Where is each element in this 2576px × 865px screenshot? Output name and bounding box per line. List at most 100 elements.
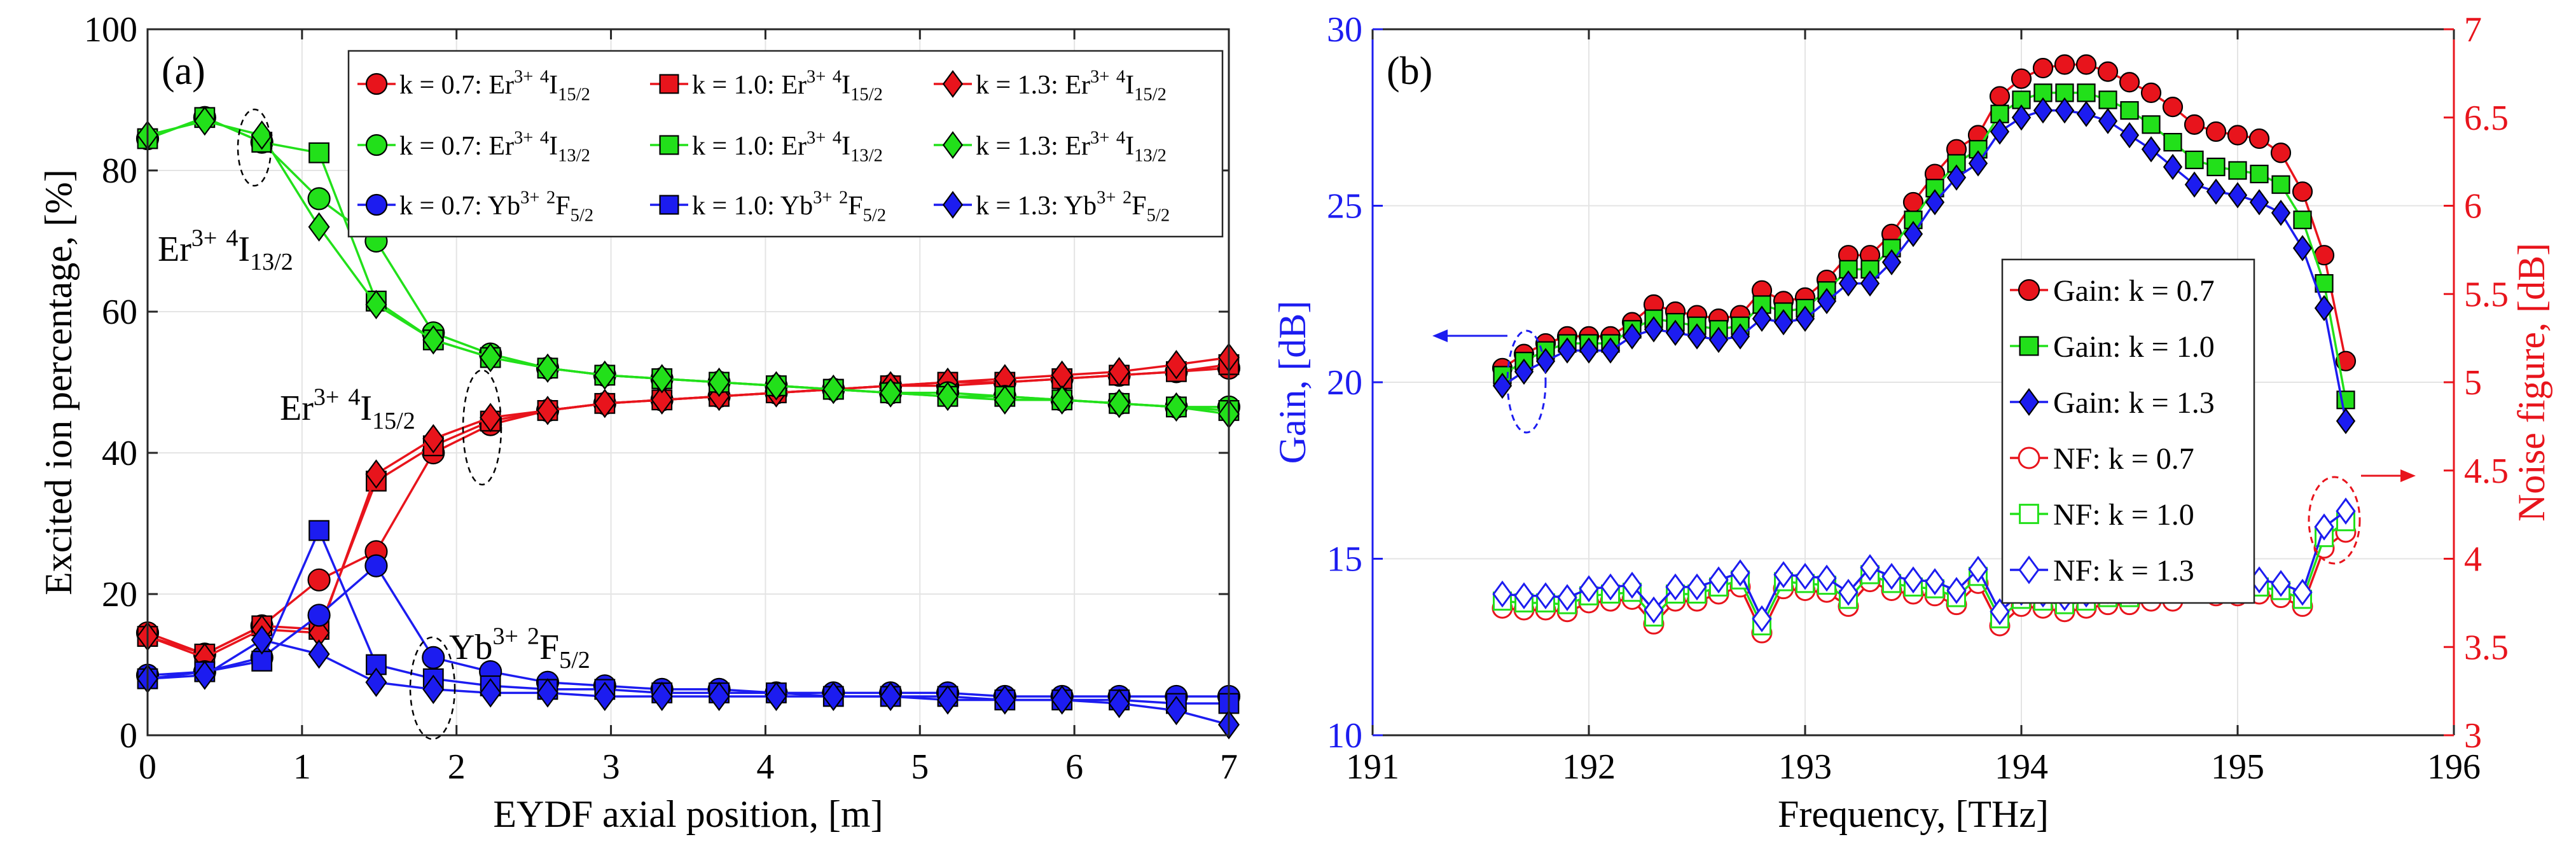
right-y-tick-label: 7 — [2464, 10, 2482, 50]
data-point — [936, 685, 959, 715]
data-point — [593, 389, 616, 419]
legend-marker — [659, 195, 679, 215]
legend-marker — [2018, 388, 2040, 416]
data-point — [2033, 83, 2053, 102]
x-tick-label: 2 — [448, 747, 466, 787]
data-point — [364, 554, 388, 578]
data-point — [822, 681, 845, 712]
text-part: k = 1.3: Er — [976, 132, 1090, 161]
x-tick-label: 5 — [911, 747, 929, 787]
data-point — [1730, 559, 1750, 586]
legend-marker — [942, 131, 964, 159]
data-point — [1838, 270, 1859, 297]
data-point — [880, 378, 902, 408]
data-point — [2119, 121, 2140, 149]
left-y-tick-label: 25 — [1327, 187, 1362, 226]
left-y-tick-label: 15 — [1327, 540, 1362, 579]
data-point — [1108, 688, 1130, 719]
data-point — [1989, 86, 2011, 107]
legend-label: k = 0.7: Yb3+ 2F5/2 — [399, 188, 593, 225]
legend-marker — [365, 193, 388, 216]
panel-a-legend: k = 0.7: Er3+ 4I15/2k = 0.7: Er3+ 4I13/2… — [347, 50, 1224, 238]
text-part — [1116, 191, 1123, 221]
data-point — [1968, 150, 1988, 177]
text-part: I — [1125, 132, 1134, 161]
data-point — [1579, 575, 1599, 602]
y-tick-label: 80 — [102, 151, 137, 191]
data-point — [651, 681, 673, 712]
data-point — [1165, 392, 1188, 422]
data-point — [1557, 337, 1577, 364]
text-part: I — [841, 132, 850, 161]
data-point — [422, 325, 445, 355]
gain-axis-indicator-ellipse — [1506, 329, 1547, 434]
data-point — [1730, 323, 1750, 350]
data-point — [193, 106, 216, 136]
legend-marker — [659, 74, 679, 94]
data-point — [2054, 97, 2075, 124]
data-point — [365, 289, 387, 320]
text-part: 3+ — [807, 128, 826, 148]
legend-label: k = 1.0: Yb3+ 2F5/2 — [692, 188, 886, 225]
x-tick-label: 3 — [602, 747, 620, 787]
data-point — [2054, 54, 2075, 75]
panel-a-x-axis-label: EYDF axial position, [m] — [493, 793, 883, 835]
data-point — [2098, 107, 2118, 134]
data-point — [2077, 83, 2096, 102]
data-point — [251, 120, 273, 150]
data-point — [651, 385, 673, 415]
data-point — [1165, 696, 1188, 726]
data-point — [2185, 150, 2204, 169]
panel-b-gain-nf-chart: 191 192 193 194 195 196 10 15 20 25 30 3 3.5 4 4.5 5 5.5… — [1271, 10, 2552, 835]
text-part: 4 — [540, 128, 549, 148]
data-point — [1968, 555, 1988, 583]
data-point — [1687, 573, 1707, 601]
data-point — [1708, 326, 1729, 354]
text-part: 2 — [527, 623, 539, 650]
legend-item-gain-k-0-7: Gain: k = 0.7 — [2010, 274, 2215, 308]
data-point — [1644, 316, 1664, 343]
legend-marker — [2019, 504, 2039, 524]
legend-item-nf-k-1-3: NF: k = 1.3 — [2010, 554, 2194, 588]
data-point — [1838, 578, 1859, 606]
legend-item-k-1-0-yb3-2f5-2: k = 1.0: Yb3+ 2F5/2 — [650, 188, 886, 226]
data-point — [1752, 605, 1772, 633]
text-part: 3+ — [514, 67, 533, 86]
legend-label: NF: k = 0.7 — [2053, 442, 2194, 476]
data-point — [2271, 199, 2291, 226]
data-point — [1817, 564, 1837, 592]
annotation-ellipse-er-4i15 — [462, 369, 502, 486]
data-point — [1903, 221, 1923, 247]
data-point — [1925, 189, 1945, 216]
data-point — [1990, 118, 2010, 145]
left-y-tick-label: 10 — [1327, 716, 1362, 756]
data-point — [994, 385, 1016, 415]
text-part: I — [238, 230, 250, 269]
right-y-tick-label: 6.5 — [2464, 99, 2509, 138]
text-part: 13/2 — [250, 249, 293, 275]
text-part: 2 — [546, 188, 555, 207]
data-point — [308, 142, 329, 163]
right-y-tick-label: 3.5 — [2464, 628, 2509, 667]
data-point — [936, 382, 959, 412]
data-point — [2098, 90, 2117, 109]
data-point — [765, 371, 787, 401]
legend-item-k-1-0-er3-4i15-2: k = 1.0: Er3+ 4I15/2 — [650, 67, 883, 105]
text-part: 4 — [348, 384, 360, 411]
data-point — [2011, 104, 2032, 131]
right-y-tick-label: 6 — [2464, 187, 2482, 226]
legend-label: k = 1.0: Er3+ 4I15/2 — [692, 67, 883, 104]
data-point — [1795, 562, 1815, 590]
data-point — [1881, 249, 1902, 275]
panel-b-right-y-axis-label: Noise figure, [dB] — [2510, 243, 2552, 522]
data-point — [1773, 561, 1794, 588]
legend-label: k = 0.7: Er3+ 4I13/2 — [399, 128, 590, 165]
data-point — [1622, 571, 1642, 599]
data-point — [536, 353, 559, 383]
legend-marker — [942, 70, 964, 98]
panel-b-legend: Gain: k = 0.7 Gain: k = 1.0 Gain: k = 1.3 N… — [2001, 258, 2255, 604]
panel-a-label: (a) — [162, 50, 205, 93]
text-part — [1109, 132, 1116, 161]
legend-label: Gain: k = 0.7 — [2053, 274, 2215, 308]
data-point — [2033, 97, 2053, 124]
